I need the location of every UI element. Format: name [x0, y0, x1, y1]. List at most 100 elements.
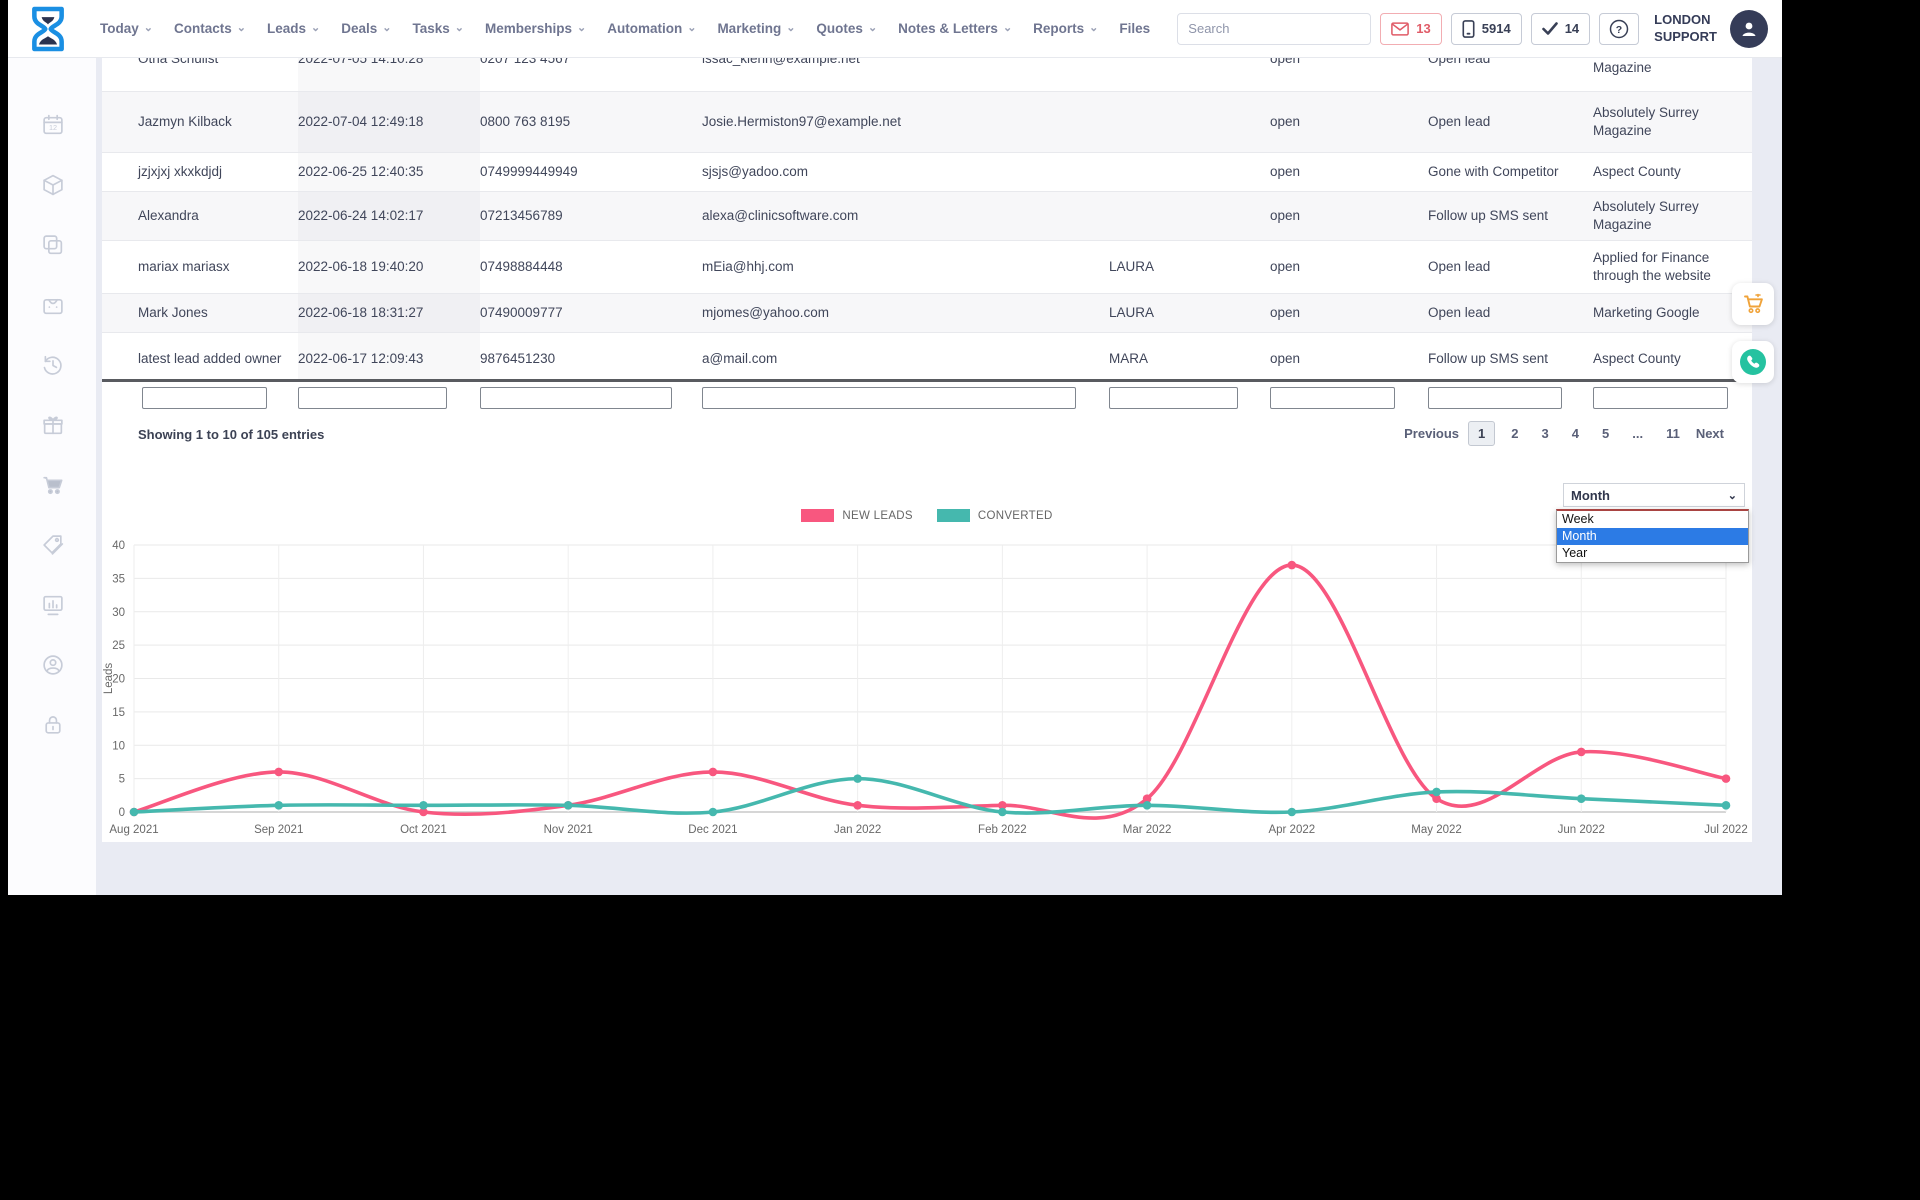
- phone-calls-button[interactable]: 5914: [1450, 12, 1522, 45]
- table-row[interactable]: jzjxjxj xkxkdjdj 2022-06-25 12:40:35 07499…: [102, 153, 1752, 192]
- entries-summary: Showing 1 to 10 of 105 entries: [138, 427, 325, 442]
- nav-item-notes-letters[interactable]: Notes & Letters ⌄: [898, 21, 1012, 36]
- lead-source: Aspect County: [1593, 350, 1681, 366]
- question-circle-icon: ?: [1609, 19, 1629, 38]
- account-icon[interactable]: [41, 653, 65, 677]
- svg-text:May 2022: May 2022: [1411, 824, 1462, 836]
- column-filter-input-8[interactable]: [1593, 387, 1728, 409]
- chevron-down-icon: ⌄: [236, 22, 246, 34]
- legend-item-converted[interactable]: CONVERTED: [936, 509, 1053, 522]
- leads-line-chart: 0 5 10 15 20 25 30 35 40 Aug 2021 Sep 2021 Oct 2021…: [103, 540, 1748, 836]
- lead-status: open: [1270, 350, 1301, 366]
- table-row[interactable]: mariax mariasx 2022-06-18 19:40:20 0749888…: [102, 241, 1752, 294]
- column-filter-input-6[interactable]: [1270, 387, 1395, 409]
- copy-icon[interactable]: [41, 233, 65, 257]
- table-row[interactable]: Otha Schulist 2022-07-05 14:10:28 0207 123…: [102, 57, 1752, 92]
- lead-owner: LAURA: [1109, 304, 1155, 320]
- svg-text:Oct 2021: Oct 2021: [400, 824, 447, 836]
- nav-item-today[interactable]: Today ⌄: [100, 21, 153, 36]
- account-name-line2: SUPPORT: [1654, 28, 1717, 44]
- page-button-5[interactable]: 5: [1601, 426, 1610, 441]
- svg-text:Mar 2022: Mar 2022: [1123, 824, 1172, 836]
- nav-item-tasks[interactable]: Tasks ⌄: [412, 21, 464, 36]
- nav-item-memberships[interactable]: Memberships ⌄: [485, 21, 586, 36]
- lead-source: Absolutely Surrey Magazine: [1593, 104, 1699, 138]
- column-filter-input-4[interactable]: [702, 387, 1076, 409]
- lock-icon[interactable]: [41, 713, 65, 737]
- call-icon: [1740, 349, 1766, 375]
- lead-email: mEia@hhj.com: [702, 258, 794, 274]
- svg-text:20: 20: [112, 674, 125, 686]
- lead-datetime: 2022-06-17 12:09:43: [298, 333, 480, 379]
- svg-text:Aug 2021: Aug 2021: [109, 824, 158, 836]
- nav-item-label: Leads: [266, 21, 306, 36]
- floating-cart-button[interactable]: [1732, 283, 1774, 325]
- search-input[interactable]: [1178, 21, 1375, 36]
- cube-icon[interactable]: [41, 173, 65, 197]
- page-button-2[interactable]: 2: [1511, 426, 1519, 441]
- floating-call-button[interactable]: [1732, 341, 1774, 383]
- svg-text:Sep 2021: Sep 2021: [254, 824, 303, 836]
- column-filter-input-5[interactable]: [1109, 387, 1238, 409]
- table-row[interactable]: Mark Jones 2022-06-18 18:31:27 07490009777…: [102, 294, 1752, 333]
- page-button-11[interactable]: 11: [1666, 426, 1680, 441]
- chevron-down-icon: ⌄: [311, 22, 321, 34]
- tasks-done-button[interactable]: 14: [1530, 12, 1591, 45]
- svg-text:Feb 2022: Feb 2022: [978, 824, 1027, 836]
- column-filter-input-7[interactable]: [1428, 387, 1562, 409]
- legend-item-new-leads[interactable]: NEW LEADS: [801, 509, 913, 522]
- svg-text:35: 35: [112, 573, 125, 585]
- lead-email: issac_kiehn@example.net: [702, 57, 860, 66]
- lead-owner: MARA: [1109, 350, 1149, 366]
- lead-email: alexa@clinicsoftware.com: [702, 207, 859, 223]
- box-smile-icon[interactable]: [41, 293, 65, 317]
- user-avatar[interactable]: [1730, 9, 1768, 48]
- column-filter-input-1[interactable]: [142, 387, 267, 409]
- lead-phone: 9876451230: [480, 350, 556, 366]
- svg-text:5: 5: [119, 774, 125, 786]
- page-button-3[interactable]: 3: [1541, 426, 1549, 441]
- nav-item-leads[interactable]: Leads ⌄: [267, 21, 320, 36]
- next-page-button[interactable]: Next: [1695, 426, 1724, 441]
- nav-item-label: Automation: [607, 21, 683, 36]
- period-option-month[interactable]: Month: [1557, 528, 1748, 545]
- leads-table: Otha Schulist 2022-07-05 14:10:28 0207 123…: [102, 57, 1752, 379]
- nav-item-marketing[interactable]: Marketing ⌄: [717, 21, 795, 36]
- lead-email: sjsjs@yadoo.com: [702, 163, 808, 179]
- nav-item-files[interactable]: Files: [1119, 21, 1150, 36]
- history-icon[interactable]: [41, 353, 65, 377]
- clinicsoftware-logo-icon[interactable]: [28, 6, 68, 52]
- calendar-icon[interactable]: 12: [41, 113, 65, 137]
- nav-item-quotes[interactable]: Quotes ⌄: [816, 21, 877, 36]
- nav-item-automation[interactable]: Automation ⌄: [607, 21, 696, 36]
- lead-status: open: [1270, 258, 1301, 274]
- lead-phone: 07498884448: [480, 258, 563, 274]
- gift-icon[interactable]: [41, 413, 65, 437]
- period-option-year[interactable]: Year: [1562, 546, 1588, 560]
- tags-icon[interactable]: [41, 533, 65, 557]
- nav-item-label: Tasks: [412, 21, 450, 36]
- period-select[interactable]: Month ⌄: [1563, 483, 1745, 507]
- period-option-week[interactable]: Week: [1562, 512, 1594, 526]
- column-filter-input-3[interactable]: [480, 387, 672, 409]
- nav-item-reports[interactable]: Reports ⌄: [1033, 21, 1098, 36]
- cart-icon[interactable]: [41, 473, 65, 497]
- nav-item-label: Contacts: [173, 21, 232, 36]
- page-button-4[interactable]: 4: [1571, 426, 1579, 441]
- table-row[interactable]: latest lead added owner 2022-06-17 12:09:…: [102, 333, 1752, 379]
- lead-datetime: 2022-07-05 14:10:28: [298, 57, 480, 91]
- mail-notifications-button[interactable]: 13: [1380, 12, 1442, 45]
- previous-page-button[interactable]: Previous: [1404, 426, 1460, 441]
- chart-icon[interactable]: [41, 593, 65, 617]
- chevron-down-icon: ⌄: [577, 22, 587, 34]
- nav-item-label: Quotes: [816, 21, 863, 36]
- page-button-1[interactable]: 1: [1468, 421, 1496, 446]
- table-row[interactable]: Alexandra 2022-06-24 14:02:17 07213456789 a…: [102, 192, 1752, 241]
- nav-item-deals[interactable]: Deals ⌄: [341, 21, 391, 36]
- table-row[interactable]: Jazmyn Kilback 2022-07-04 12:49:18 0800 76…: [102, 92, 1752, 153]
- lead-datetime: 2022-06-24 14:02:17: [298, 192, 480, 240]
- nav-item-contacts[interactable]: Contacts ⌄: [174, 21, 246, 36]
- nav-item-label: Reports: [1033, 21, 1085, 36]
- column-filter-input-2[interactable]: [298, 387, 447, 409]
- help-button[interactable]: ?: [1599, 12, 1640, 45]
